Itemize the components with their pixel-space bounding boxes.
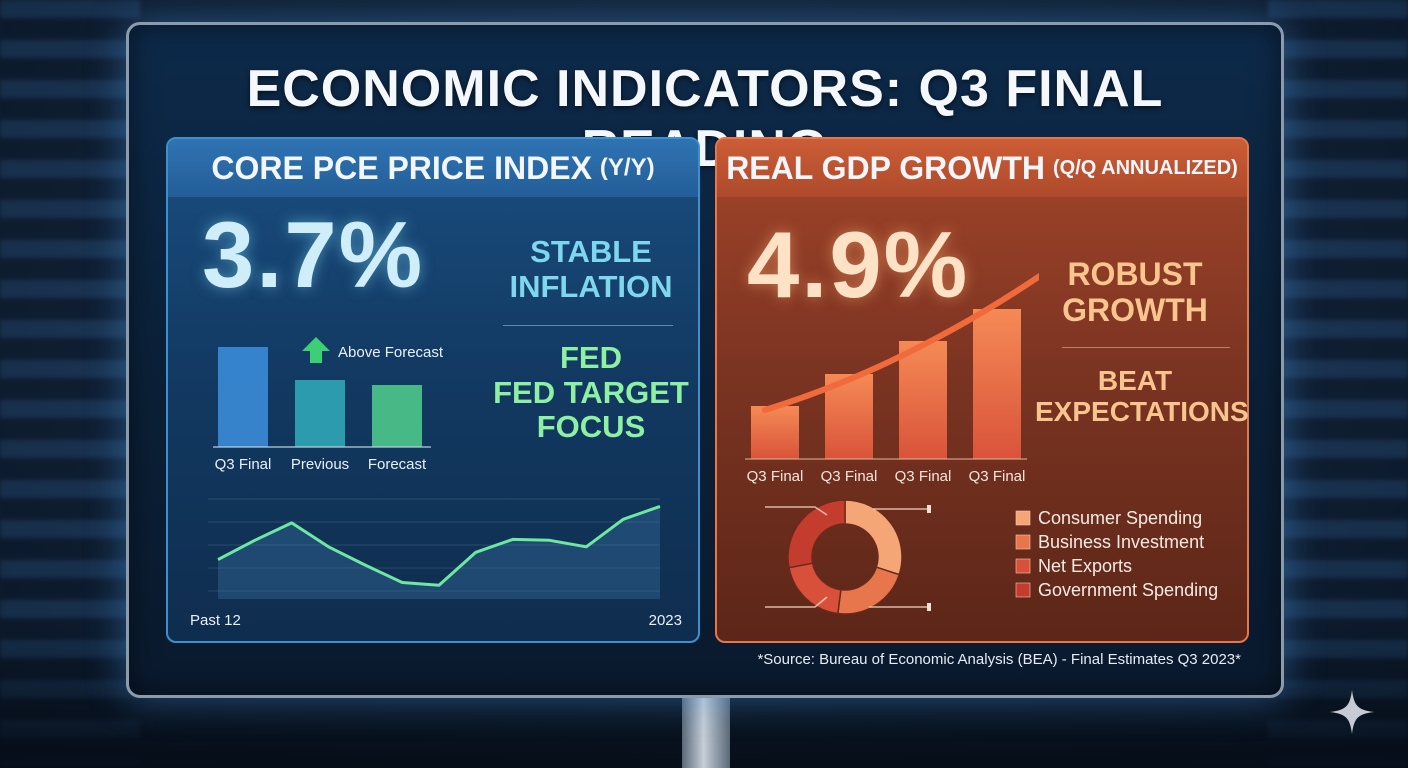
pce-bar: [295, 380, 345, 447]
monitor-stand: [682, 690, 730, 768]
core-pce-title-suffix: (Y/Y): [599, 154, 655, 181]
gdp-donut-slice: [844, 499, 903, 576]
pce-bar-tick-label: Previous: [291, 456, 349, 473]
gdp-bar: [899, 341, 947, 459]
gdp-legend-label: Government Spending: [1038, 580, 1218, 600]
core-pce-title: CORE PCE PRICE INDEX: [211, 149, 592, 186]
pce-bar-tick-label: Forecast: [368, 456, 427, 473]
display-monitor: ECONOMIC INDICATORS: Q3 FINAL READING CO…: [126, 22, 1284, 698]
beat-callout-line1: BEAT: [1097, 365, 1173, 396]
gdp-trend-arrow-line: [762, 272, 1039, 413]
gdp-bar-tick-label: Q3 Final: [821, 468, 878, 485]
beat-callout-line2: EXPECTATIONS: [1035, 396, 1249, 428]
pce-area-line: [217, 504, 661, 587]
arrow-up-icon: [302, 337, 330, 363]
above-forecast-label: Above Forecast: [338, 344, 444, 361]
gdp-donut-leader-line: [765, 596, 828, 608]
gdp-bar-tick-label: Q3 Final: [969, 468, 1026, 485]
robust-growth-callout: ROBUST GROWTH: [1062, 256, 1208, 328]
pce-bar: [372, 385, 422, 447]
gdp-donut-slice: [787, 499, 846, 569]
sparkle-icon: [1330, 690, 1374, 734]
gdp-legend-swatch: [1015, 582, 1031, 598]
gdp-bar-tick-label: Q3 Final: [895, 468, 952, 485]
real-gdp-header: REAL GDP GROWTH (Q/Q ANNUALIZED): [717, 139, 1247, 197]
gdp-donut-slice: [788, 562, 842, 615]
gdp-legend-swatch: [1015, 510, 1031, 526]
gdp-legend-label: Consumer Spending: [1038, 508, 1202, 528]
pce-area-x-label-end: 2023: [649, 612, 682, 629]
pce-area-x-label-start: Past 12: [190, 612, 241, 629]
fed-callout-line1: FED: [560, 340, 622, 375]
left-divider: [503, 325, 673, 326]
stable-inflation-callout: STABLE INFLATION: [509, 234, 673, 304]
gdp-donut-chart: [765, 499, 931, 615]
pce-bar-tick-label: Q3 Final: [215, 456, 272, 473]
real-gdp-panel: REAL GDP GROWTH (Q/Q ANNUALIZED) 4.9% RO…: [715, 137, 1249, 643]
real-gdp-value: 4.9%: [747, 212, 970, 317]
source-note: *Source: Bureau of Economic Analysis (BE…: [757, 651, 1241, 668]
gdp-legend: Consumer Spending Business Investment Net …: [1015, 508, 1218, 600]
fed-callout-line2: FED TARGET FOCUS: [493, 374, 689, 445]
gdp-legend-swatch: [1015, 558, 1031, 574]
gdp-donut-leader-line: [765, 506, 828, 516]
gdp-bar-chart: Q3 Final Q3 Final Q3 Final Q3 Final: [745, 272, 1039, 485]
gdp-bar: [751, 406, 799, 459]
beat-expectations-callout: BEAT EXPECTATIONS: [1035, 365, 1249, 428]
pce-area-fill: [218, 506, 660, 599]
right-divider: [1062, 347, 1230, 348]
core-pce-header: CORE PCE PRICE INDEX (Y/Y): [168, 139, 698, 197]
pce-bar-chart: Q3 Final Previous Forecast Above Forecast: [213, 337, 444, 473]
gdp-donut-leader-tick: [927, 603, 931, 611]
gdp-legend-label: Business Investment: [1038, 532, 1204, 552]
gdp-donut-leader-tick: [927, 505, 931, 513]
gdp-bar-tick-label: Q3 Final: [747, 468, 804, 485]
core-pce-value: 3.7%: [202, 202, 425, 307]
gdp-legend-label: Net Exports: [1038, 556, 1132, 576]
pce-bar: [218, 347, 268, 447]
pce-area-chart: Past 12 2023: [190, 498, 682, 629]
gdp-legend-swatch: [1015, 534, 1031, 550]
gdp-bar: [973, 309, 1021, 459]
real-gdp-title: REAL GDP GROWTH: [726, 149, 1046, 186]
real-gdp-title-suffix: (Q/Q ANNUALIZED): [1053, 156, 1238, 179]
core-pce-panel: CORE PCE PRICE INDEX (Y/Y) 3.7% STABLE I…: [166, 137, 700, 643]
fed-target-callout: FED FED TARGET FOCUS: [486, 340, 696, 445]
